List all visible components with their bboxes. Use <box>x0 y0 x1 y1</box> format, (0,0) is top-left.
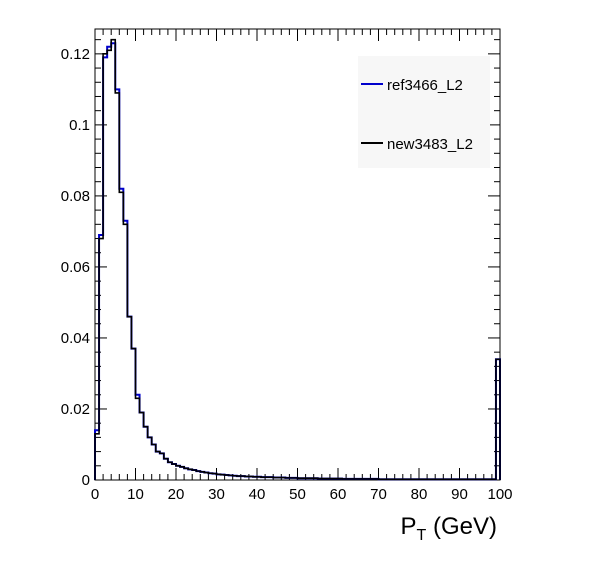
x-tick-label: 40 <box>249 486 266 503</box>
x-tick-label: 70 <box>370 486 387 503</box>
y-tick-labels: 0 0.02 0.04 0.06 0.08 0.1 0.12 <box>61 46 90 489</box>
x-tick-label: 50 <box>289 486 306 503</box>
series-layer <box>94 38 501 481</box>
x-tick-label: 80 <box>411 486 428 503</box>
y-tick-label: 0.1 <box>69 117 90 134</box>
y-tick-label: 0.06 <box>61 259 90 276</box>
x-tick-label: 0 <box>91 486 99 503</box>
y-tick-label: 0.08 <box>61 188 90 205</box>
y-tick-label: 0.02 <box>61 401 90 418</box>
x-axis-title-unit: (GeV) <box>426 513 497 540</box>
x-axis-title: PT (GeV) <box>401 513 497 544</box>
x-tick-label: 30 <box>208 486 225 503</box>
legend-label-new: new3483_L2 <box>387 136 473 153</box>
x-tick-label: 100 <box>487 486 512 503</box>
x-axis-title-main: P <box>401 513 417 540</box>
series-new-line <box>94 38 501 481</box>
x-tick-labels: 0 10 20 30 40 50 60 70 80 90 100 <box>91 486 513 503</box>
y-tick-label: 0.04 <box>61 330 90 347</box>
x-tick-label: 20 <box>168 486 185 503</box>
legend: ref3466_L2 new3483_L2 <box>358 56 490 168</box>
legend-label-ref: ref3466_L2 <box>387 77 463 94</box>
legend-box <box>358 56 490 168</box>
x-tick-label: 90 <box>451 486 468 503</box>
x-tick-label: 60 <box>330 486 347 503</box>
y-tick-label: 0.12 <box>61 46 90 63</box>
y-tick-label: 0 <box>82 472 90 489</box>
x-axis-title-sub: T <box>417 527 427 544</box>
x-tick-label: 10 <box>127 486 144 503</box>
